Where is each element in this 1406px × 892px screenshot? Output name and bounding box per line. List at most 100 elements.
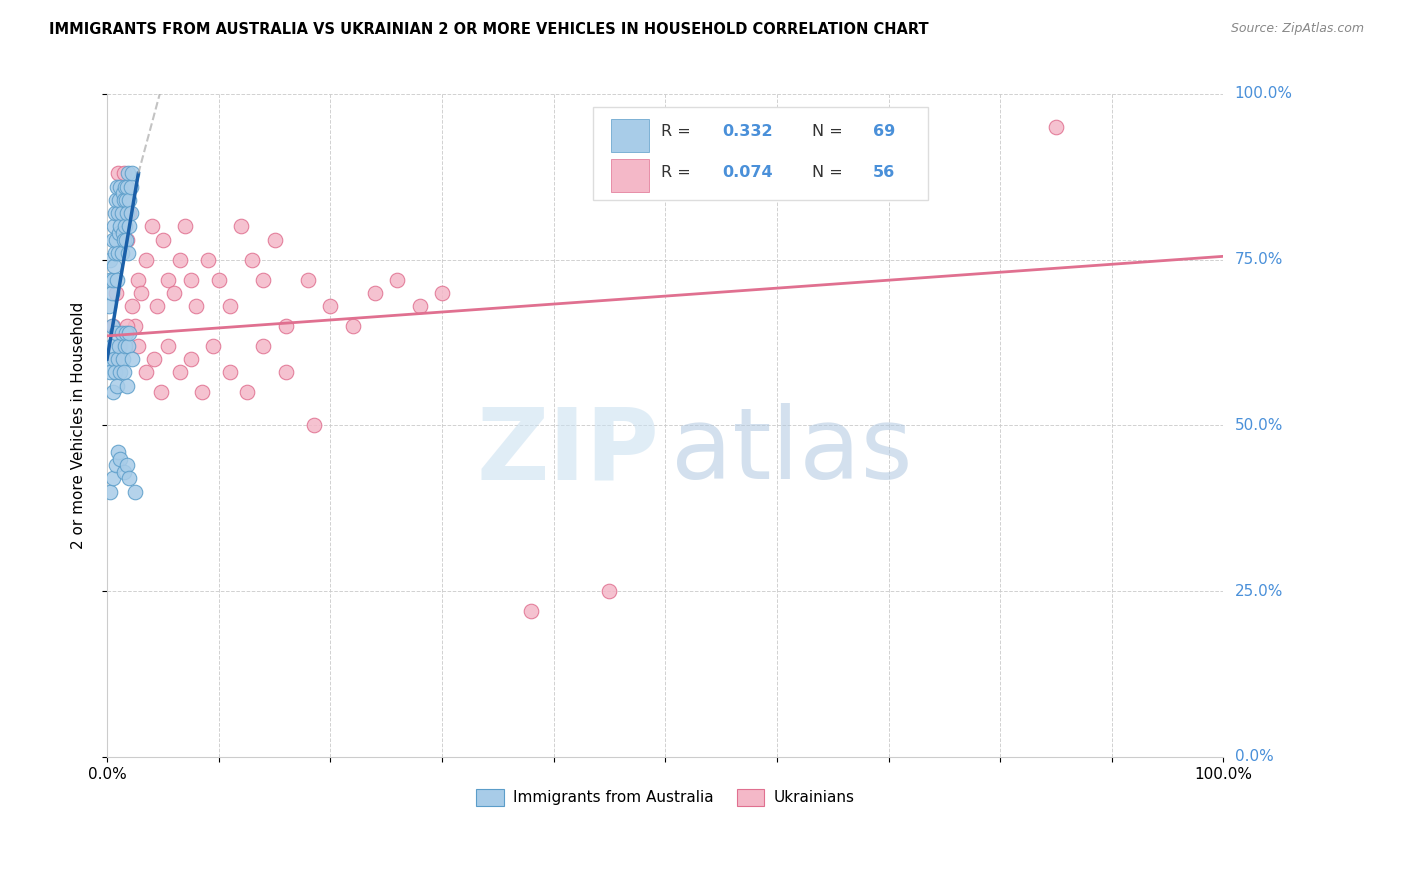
Point bbox=[110, 365, 132, 379]
Point bbox=[297, 272, 319, 286]
Point bbox=[112, 166, 135, 180]
Point bbox=[105, 193, 128, 207]
Point bbox=[105, 458, 128, 473]
Point bbox=[103, 352, 125, 367]
Point bbox=[180, 352, 202, 367]
Point bbox=[115, 233, 138, 247]
Point bbox=[115, 233, 138, 247]
Point bbox=[110, 246, 132, 260]
Point bbox=[252, 272, 274, 286]
Point bbox=[115, 179, 138, 194]
Point bbox=[114, 219, 136, 234]
Point bbox=[129, 285, 152, 300]
Point bbox=[105, 326, 128, 340]
Point bbox=[112, 193, 135, 207]
Point bbox=[135, 252, 157, 267]
FancyBboxPatch shape bbox=[593, 107, 928, 200]
Point bbox=[141, 219, 163, 234]
Point bbox=[100, 484, 122, 499]
Text: atlas: atlas bbox=[671, 403, 912, 500]
Point bbox=[101, 385, 124, 400]
Point bbox=[100, 365, 122, 379]
Point bbox=[387, 272, 409, 286]
Point bbox=[169, 252, 191, 267]
Text: 0.074: 0.074 bbox=[723, 165, 773, 180]
Point bbox=[98, 299, 121, 313]
Point bbox=[118, 193, 141, 207]
Point bbox=[107, 166, 129, 180]
Point bbox=[117, 166, 139, 180]
Point bbox=[100, 272, 122, 286]
Text: 0.0%: 0.0% bbox=[1234, 749, 1274, 764]
Point bbox=[117, 246, 139, 260]
Point bbox=[240, 252, 263, 267]
Point bbox=[157, 272, 180, 286]
Point bbox=[110, 206, 132, 220]
Point bbox=[302, 418, 325, 433]
Point bbox=[152, 233, 174, 247]
Point bbox=[120, 206, 142, 220]
Point bbox=[197, 252, 219, 267]
Point bbox=[100, 339, 122, 353]
Point bbox=[149, 385, 172, 400]
Point bbox=[229, 219, 252, 234]
Text: N =: N = bbox=[811, 165, 848, 180]
Point bbox=[107, 352, 129, 367]
Text: 25.0%: 25.0% bbox=[1234, 583, 1282, 599]
Point bbox=[103, 219, 125, 234]
Point bbox=[103, 260, 125, 274]
Point bbox=[107, 246, 129, 260]
Point bbox=[598, 584, 620, 599]
Point bbox=[105, 285, 128, 300]
Text: 0.332: 0.332 bbox=[723, 124, 773, 138]
Point bbox=[218, 365, 240, 379]
Point bbox=[105, 272, 128, 286]
Point bbox=[115, 378, 138, 392]
Point bbox=[115, 193, 138, 207]
Text: Source: ZipAtlas.com: Source: ZipAtlas.com bbox=[1230, 22, 1364, 36]
Point bbox=[408, 299, 430, 313]
Point bbox=[101, 272, 124, 286]
Point bbox=[110, 179, 132, 194]
Point bbox=[110, 451, 132, 466]
Point bbox=[274, 318, 297, 333]
Point bbox=[118, 206, 141, 220]
Point bbox=[107, 445, 129, 459]
Point bbox=[112, 233, 135, 247]
Point bbox=[252, 339, 274, 353]
Text: 50.0%: 50.0% bbox=[1234, 418, 1282, 433]
Y-axis label: 2 or more Vehicles in Household: 2 or more Vehicles in Household bbox=[72, 301, 86, 549]
Point bbox=[110, 339, 132, 353]
Point bbox=[146, 299, 169, 313]
Point bbox=[105, 233, 128, 247]
Point bbox=[319, 299, 342, 313]
Point bbox=[117, 339, 139, 353]
Point bbox=[114, 339, 136, 353]
Point bbox=[118, 471, 141, 485]
Point bbox=[100, 252, 122, 267]
Point bbox=[105, 378, 128, 392]
Point bbox=[100, 285, 122, 300]
Point bbox=[111, 226, 134, 240]
Point bbox=[107, 206, 129, 220]
Point bbox=[342, 318, 364, 333]
Point bbox=[104, 246, 127, 260]
Point bbox=[218, 299, 240, 313]
Point bbox=[124, 318, 146, 333]
Point bbox=[112, 365, 135, 379]
Point bbox=[101, 318, 124, 333]
Point bbox=[111, 352, 134, 367]
FancyBboxPatch shape bbox=[610, 159, 648, 192]
Text: ZIP: ZIP bbox=[477, 403, 659, 500]
FancyBboxPatch shape bbox=[610, 120, 648, 153]
Point bbox=[101, 233, 124, 247]
Point bbox=[108, 193, 131, 207]
Point bbox=[118, 219, 141, 234]
Point bbox=[127, 339, 149, 353]
Point bbox=[157, 339, 180, 353]
Point bbox=[121, 299, 143, 313]
Text: 75.0%: 75.0% bbox=[1234, 252, 1282, 267]
Point bbox=[163, 285, 186, 300]
Point bbox=[124, 484, 146, 499]
Point bbox=[169, 365, 191, 379]
